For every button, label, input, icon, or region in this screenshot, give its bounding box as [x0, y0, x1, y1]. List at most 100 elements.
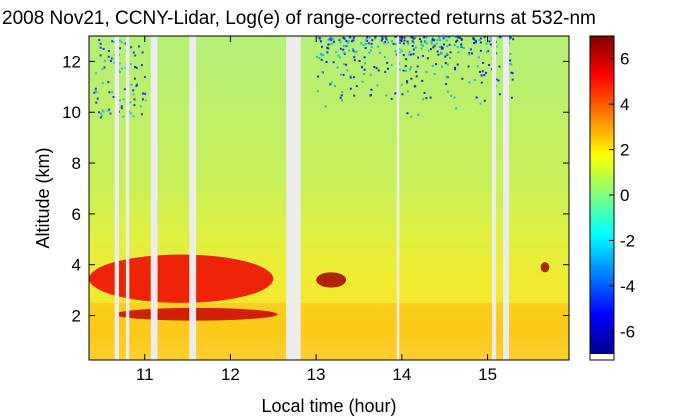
noise-dot	[108, 108, 111, 111]
noise-dot	[431, 37, 434, 40]
noise-dot	[334, 85, 337, 88]
noise-dot	[346, 41, 349, 44]
x-tick-label: 15	[478, 365, 497, 384]
noise-dot	[109, 59, 112, 62]
noise-dot	[455, 36, 458, 39]
noise-dot	[390, 64, 393, 67]
noise-dot	[331, 42, 334, 45]
noise-dot	[402, 69, 405, 72]
noise-dot	[363, 68, 366, 71]
noise-dot	[335, 51, 338, 54]
noise-dot	[342, 73, 345, 76]
noise-dot	[407, 53, 410, 56]
noise-dot	[327, 43, 330, 46]
noise-dot	[429, 96, 432, 99]
noise-dot	[446, 90, 449, 93]
noise-dot	[331, 37, 334, 40]
noise-dot	[497, 79, 500, 82]
noise-dot	[140, 64, 143, 67]
noise-dot	[101, 68, 104, 71]
noise-dot	[473, 42, 476, 45]
noise-dot	[511, 72, 514, 75]
noise-dot	[486, 50, 489, 53]
noise-dot	[368, 36, 371, 39]
noise-dot	[468, 52, 471, 55]
noise-dot	[495, 45, 498, 48]
noise-dot	[459, 36, 462, 39]
noise-dot	[498, 36, 501, 39]
noise-dot	[351, 47, 354, 50]
noise-dot	[144, 92, 147, 95]
noise-dot	[431, 64, 434, 67]
noise-dot	[317, 75, 320, 78]
noise-dot	[410, 115, 413, 118]
noise-dot	[511, 78, 514, 81]
noise-dot	[394, 92, 397, 95]
noise-dot	[383, 42, 386, 45]
noise-dot	[355, 50, 358, 53]
noise-dot	[409, 53, 412, 56]
noise-dot	[327, 38, 330, 41]
noise-dot	[99, 46, 102, 49]
noise-dot	[347, 40, 350, 43]
noise-dot	[453, 66, 456, 69]
noise-dot	[362, 44, 365, 47]
noise-dot	[394, 50, 397, 53]
noise-dot	[445, 36, 448, 39]
noise-dot	[449, 51, 452, 54]
noise-dot	[488, 63, 491, 66]
noise-dot	[450, 94, 453, 97]
y-tick-label: 8	[72, 154, 81, 173]
noise-dot	[340, 94, 343, 97]
noise-dot	[349, 36, 352, 39]
y-tick-label: 2	[72, 307, 81, 326]
noise-dot	[430, 42, 433, 45]
noise-dot	[435, 42, 438, 45]
noise-dot	[345, 40, 348, 43]
data-gap	[503, 36, 509, 360]
noise-dot	[141, 51, 144, 54]
noise-dot	[342, 48, 345, 51]
noise-dot	[415, 75, 418, 78]
noise-dot	[94, 87, 97, 90]
noise-dot	[489, 43, 492, 46]
noise-dot	[406, 81, 409, 84]
noise-dot	[384, 70, 387, 73]
noise-dot	[377, 45, 380, 48]
noise-dot	[404, 65, 407, 68]
noise-dot	[411, 40, 414, 43]
noise-dot	[103, 66, 106, 69]
noise-dot	[483, 74, 486, 77]
noise-dot	[318, 38, 321, 41]
noise-dot	[398, 48, 401, 51]
noise-dot	[413, 37, 416, 40]
noise-dot	[445, 83, 448, 86]
x-tick-label: 13	[307, 365, 326, 384]
noise-dot	[417, 113, 420, 116]
noise-dot	[363, 62, 366, 65]
noise-dot	[447, 36, 450, 39]
noise-dot	[460, 38, 463, 41]
noise-dot	[106, 109, 109, 112]
noise-dot	[400, 83, 403, 86]
noise-dot	[364, 43, 367, 46]
noise-dot	[509, 59, 512, 62]
colorbar-tick-label: -4	[620, 277, 635, 296]
noise-dot	[144, 99, 147, 102]
noise-dot	[367, 42, 370, 45]
noise-dot	[320, 58, 323, 61]
noise-dot	[110, 57, 113, 60]
noise-dot	[355, 85, 358, 88]
noise-dot	[391, 40, 394, 43]
noise-dot	[352, 76, 355, 79]
noise-dot	[433, 73, 436, 76]
noise-dot	[129, 112, 132, 115]
noise-dot	[498, 65, 501, 68]
noise-dot	[459, 45, 462, 48]
noise-dot	[483, 99, 486, 102]
noise-dot	[118, 99, 121, 102]
noise-dot	[319, 52, 322, 55]
noise-dot	[409, 68, 412, 71]
noise-dot	[410, 66, 413, 69]
